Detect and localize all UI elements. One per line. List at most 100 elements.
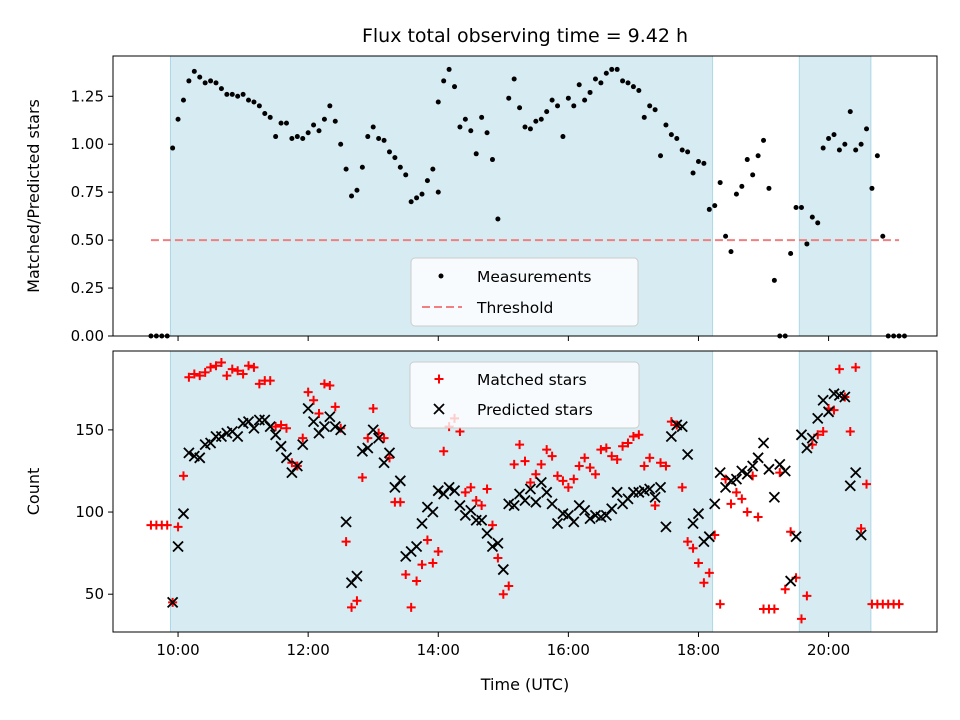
measurement-point [473, 151, 479, 157]
matched-point [303, 387, 313, 397]
matched-point [590, 469, 600, 479]
predicted-point [454, 499, 466, 512]
predicted-point [665, 430, 678, 443]
matched-point [363, 433, 373, 443]
matched-point [227, 364, 237, 374]
measurement-point [555, 103, 561, 109]
predicted-point [736, 465, 748, 477]
measurement-point [186, 78, 192, 84]
measurement-point [538, 116, 544, 122]
matched-point [596, 445, 606, 455]
matched-point [401, 569, 411, 579]
predicted-point [654, 481, 667, 494]
measurement-point [180, 97, 186, 103]
matched-point [498, 589, 508, 599]
measurement-point [771, 277, 777, 283]
y-axis-label: Matched/Predicted stars [24, 99, 43, 293]
predicted-point [367, 424, 379, 436]
measurement-point [240, 91, 246, 97]
legend-label-threshold: Threshold [476, 299, 553, 317]
matched-point [704, 568, 714, 578]
measurement-point [424, 178, 430, 184]
measurement-point [614, 66, 620, 72]
y-tick-label: 150 [75, 421, 104, 439]
measurement-point [842, 141, 848, 147]
matched-point [862, 479, 872, 489]
measurement-point [739, 183, 745, 189]
predicted-point [465, 504, 477, 517]
predicted-point [806, 432, 818, 444]
matched-point [580, 453, 590, 463]
y-tick-label: 100 [75, 503, 104, 521]
matched-point [742, 507, 752, 517]
predicted-point [383, 447, 396, 459]
predicted-point [687, 517, 699, 530]
measurement-point [560, 134, 566, 140]
measurement-point [804, 241, 810, 247]
legend-box [410, 257, 639, 327]
predicted-point [692, 508, 705, 520]
matched-point [238, 369, 248, 379]
measurement-point [457, 124, 463, 130]
matched-point [677, 482, 687, 492]
predicted-point [432, 485, 444, 497]
predicted-point [714, 466, 726, 479]
predicted-point [611, 486, 623, 498]
matched-point [493, 553, 503, 563]
matched-point [319, 379, 329, 389]
matched-point [298, 433, 308, 443]
predicted-point [324, 411, 336, 423]
predicted-point [855, 529, 867, 541]
matched-point [553, 471, 563, 481]
measurement-point [717, 180, 723, 186]
matched-point [460, 487, 470, 497]
measurement-point [305, 130, 311, 136]
predicted-point [757, 437, 770, 449]
measurement-point [733, 191, 739, 197]
matched-point [471, 496, 481, 506]
matched-point [482, 484, 492, 494]
matched-point [357, 473, 367, 483]
measurement-point [327, 103, 333, 109]
predicted-point [497, 563, 509, 576]
measurement-point [582, 97, 588, 103]
y-tick-label: 0.00 [71, 327, 104, 345]
predicted-point [535, 476, 547, 489]
matched-point [379, 433, 389, 443]
matched-point [525, 477, 535, 487]
measurement-point [446, 66, 452, 72]
measurement-point [587, 89, 593, 95]
measurement-point [723, 233, 729, 239]
measurement-point [549, 97, 555, 103]
measurement-point [620, 78, 626, 84]
matched-point [628, 431, 638, 441]
measurement-point [690, 170, 696, 176]
matched-point [520, 456, 530, 466]
measurement-point [869, 185, 875, 191]
measurement-point [533, 118, 539, 124]
measurement-point [267, 114, 273, 120]
legend-box [409, 361, 640, 429]
measurement-point [750, 172, 756, 178]
predicted-point [264, 420, 276, 433]
measurement-point [332, 118, 338, 124]
measurement-point [175, 116, 181, 122]
measurement-point [630, 84, 636, 90]
predicted-point [443, 481, 455, 494]
predicted-point [850, 466, 862, 479]
measurement-point [359, 164, 365, 170]
matched-point [477, 500, 487, 510]
predicted-point [530, 496, 542, 508]
measurement-point [343, 166, 349, 172]
matched-point [802, 591, 812, 601]
predicted-point [481, 527, 493, 540]
matched-point [715, 599, 725, 609]
matched-point [699, 578, 709, 588]
measurement-point [625, 80, 631, 86]
predicted-point [779, 465, 791, 477]
matched-point [439, 446, 449, 456]
legend-marker-matched [434, 374, 444, 384]
matched-point [422, 535, 432, 545]
predicted-point [578, 504, 591, 517]
